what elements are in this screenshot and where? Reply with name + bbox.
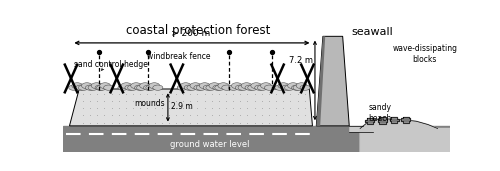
Ellipse shape — [284, 85, 294, 90]
Text: mounds: mounds — [134, 99, 165, 108]
Text: sandy
beach: sandy beach — [368, 103, 392, 123]
Text: 7.2 m: 7.2 m — [289, 56, 313, 64]
Ellipse shape — [121, 83, 132, 89]
Ellipse shape — [76, 85, 86, 90]
Ellipse shape — [218, 83, 228, 89]
Ellipse shape — [260, 83, 272, 89]
Polygon shape — [62, 126, 450, 152]
Ellipse shape — [238, 85, 248, 90]
Ellipse shape — [144, 85, 154, 90]
Polygon shape — [70, 89, 312, 126]
Ellipse shape — [95, 85, 105, 90]
Ellipse shape — [187, 85, 197, 90]
Ellipse shape — [194, 85, 204, 90]
Ellipse shape — [209, 83, 220, 89]
Ellipse shape — [190, 83, 201, 89]
Ellipse shape — [292, 85, 302, 90]
Ellipse shape — [104, 85, 114, 90]
Ellipse shape — [146, 85, 156, 90]
Ellipse shape — [300, 85, 310, 90]
Text: windbreak fence: windbreak fence — [147, 52, 210, 61]
Ellipse shape — [136, 85, 146, 90]
Ellipse shape — [96, 85, 106, 90]
Ellipse shape — [149, 83, 160, 89]
Ellipse shape — [68, 85, 79, 90]
Polygon shape — [380, 117, 386, 124]
Text: wave-dissipating
blocks: wave-dissipating blocks — [392, 44, 458, 64]
Polygon shape — [391, 117, 398, 123]
Ellipse shape — [248, 85, 258, 90]
Ellipse shape — [245, 85, 255, 90]
Ellipse shape — [222, 85, 232, 90]
Ellipse shape — [275, 85, 285, 90]
Ellipse shape — [215, 85, 225, 90]
Ellipse shape — [206, 85, 216, 90]
Ellipse shape — [232, 83, 242, 89]
Ellipse shape — [130, 83, 141, 89]
Ellipse shape — [180, 83, 191, 89]
Ellipse shape — [296, 83, 307, 89]
Polygon shape — [402, 116, 409, 123]
Ellipse shape — [91, 83, 102, 89]
Ellipse shape — [118, 85, 128, 90]
Ellipse shape — [228, 85, 238, 90]
Polygon shape — [401, 119, 410, 121]
Ellipse shape — [254, 85, 265, 90]
Polygon shape — [366, 118, 373, 124]
Ellipse shape — [177, 85, 188, 90]
Ellipse shape — [82, 83, 92, 89]
Ellipse shape — [264, 85, 274, 90]
Polygon shape — [316, 36, 349, 126]
Ellipse shape — [125, 85, 135, 90]
Ellipse shape — [128, 85, 138, 90]
Ellipse shape — [258, 85, 268, 90]
Ellipse shape — [200, 83, 210, 89]
Ellipse shape — [293, 85, 303, 90]
Text: 2.9 m: 2.9 m — [171, 102, 193, 111]
Ellipse shape — [78, 85, 88, 90]
Ellipse shape — [203, 85, 213, 90]
Ellipse shape — [153, 85, 163, 90]
Text: seawall: seawall — [352, 27, 394, 37]
Ellipse shape — [213, 85, 223, 90]
Ellipse shape — [196, 85, 206, 90]
Ellipse shape — [251, 83, 262, 89]
Polygon shape — [390, 119, 399, 121]
Ellipse shape — [278, 83, 289, 89]
Polygon shape — [378, 119, 387, 122]
Ellipse shape — [288, 83, 298, 89]
Ellipse shape — [100, 83, 110, 89]
Polygon shape — [360, 119, 450, 152]
Ellipse shape — [86, 85, 96, 90]
Polygon shape — [349, 126, 372, 132]
Ellipse shape — [282, 85, 292, 90]
Ellipse shape — [140, 83, 150, 89]
Ellipse shape — [184, 85, 194, 90]
Text: ground water level: ground water level — [170, 140, 250, 149]
Ellipse shape — [241, 83, 252, 89]
Ellipse shape — [88, 85, 98, 90]
Ellipse shape — [72, 83, 83, 89]
Polygon shape — [365, 120, 374, 122]
Ellipse shape — [134, 85, 144, 90]
Polygon shape — [316, 36, 325, 126]
Ellipse shape — [236, 85, 246, 90]
Text: sand control hedge: sand control hedge — [74, 60, 148, 69]
Text: coastal protection forest: coastal protection forest — [126, 24, 270, 37]
Text: > 200 m: > 200 m — [171, 29, 210, 38]
